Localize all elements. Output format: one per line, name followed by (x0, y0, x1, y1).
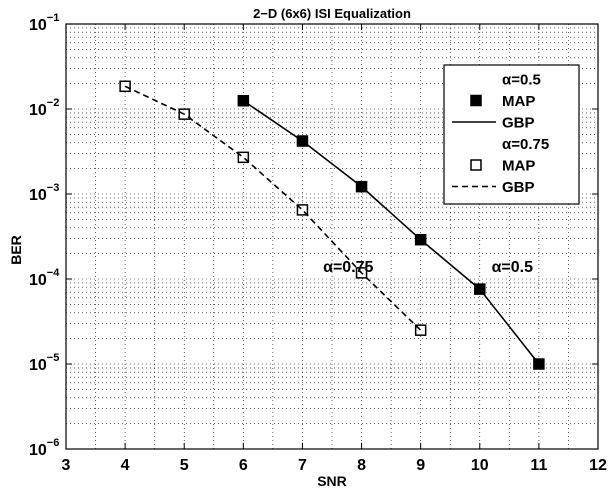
legend-label: MAP (502, 158, 535, 175)
x-tick-label: 8 (357, 457, 366, 474)
y-tick-label: 10−1 (29, 12, 59, 34)
x-tick-label: 4 (121, 457, 130, 474)
x-tick-label: 3 (62, 457, 71, 474)
series-layer (119, 80, 545, 370)
annotation-label: α=0.5 (492, 259, 534, 276)
series-line-gbp-dashed (124, 85, 422, 331)
x-tick-label: 7 (298, 457, 307, 474)
data-point-open (296, 204, 309, 216)
y-tick-label: 10−4 (29, 267, 60, 289)
legend-label: MAP (502, 93, 535, 110)
x-tick-label: 11 (530, 457, 547, 474)
annotation-label: α=0.75 (323, 259, 373, 276)
legend-label: α=0.5 (502, 72, 541, 89)
y-axis-label: BER (8, 235, 24, 265)
legend: α=0.5 MAP GBP α=0.75 MAP GBP (443, 64, 580, 205)
y-tick-label: 10−3 (29, 182, 59, 204)
series-line-gbp-solid (242, 100, 540, 365)
plot-frame (65, 23, 599, 450)
chart-title: 2−D (6x6) ISI Equalization (253, 6, 411, 21)
y-tick-label: 10−5 (29, 352, 59, 374)
legend-marker-open-square (470, 159, 482, 171)
y-tick-label: 10−6 (29, 437, 59, 459)
legend-label: GBP (502, 179, 535, 196)
x-tick-label: 6 (239, 457, 248, 474)
x-tick-label: 5 (180, 457, 189, 474)
legend-label: α=0.75 (502, 136, 549, 153)
grid-lines (66, 24, 598, 449)
x-tick-label: 12 (589, 457, 607, 474)
x-tick-label: 9 (416, 457, 425, 474)
data-point-open (414, 324, 427, 336)
x-axis-label: SNR (317, 473, 347, 489)
x-tick-label: 10 (471, 457, 489, 474)
legend-label: GBP (502, 115, 535, 132)
legend-box (443, 64, 580, 205)
legend-marker-filled-square (470, 94, 482, 107)
y-tick-label: 10−2 (29, 97, 59, 119)
axis-ticks: 3 4 5 6 7 8 9 10 11 12 10−1 10−2 10−3 10−4 10−5 10−6 (29, 12, 607, 474)
annotations: α=0.75 α=0.5 (323, 259, 533, 276)
data-point-open (237, 151, 250, 164)
